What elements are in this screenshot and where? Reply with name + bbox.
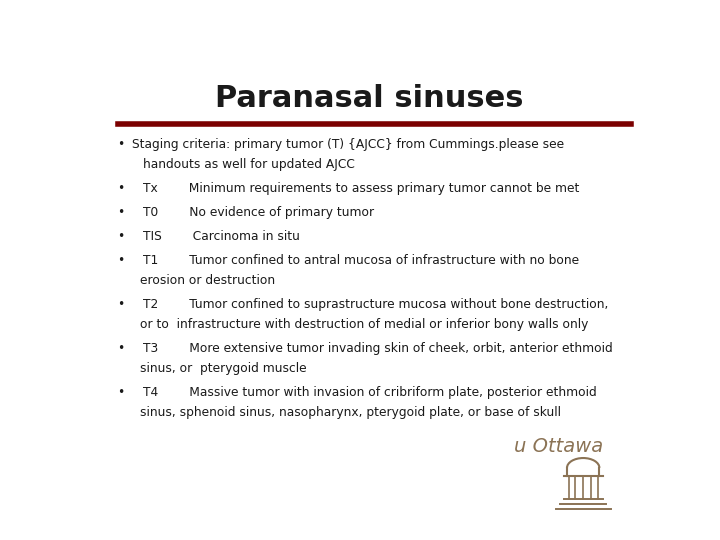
Text: Tx        Minimum requirements to assess primary tumor cannot be met: Tx Minimum requirements to assess primar…	[143, 181, 580, 194]
Text: sinus, or  pterygoid muscle: sinus, or pterygoid muscle	[140, 362, 307, 375]
Text: •: •	[117, 386, 125, 399]
Text: •: •	[117, 138, 125, 151]
Text: T3        More extensive tumor invading skin of cheek, orbit, anterior ethmoid: T3 More extensive tumor invading skin of…	[143, 342, 613, 355]
Text: T0        No evidence of primary tumor: T0 No evidence of primary tumor	[143, 206, 374, 219]
Text: handouts as well for updated AJCC: handouts as well for updated AJCC	[143, 158, 355, 171]
Text: •: •	[117, 254, 125, 267]
Text: TIS        Carcinoma in situ: TIS Carcinoma in situ	[143, 230, 300, 243]
Text: sinus, sphenoid sinus, nasopharynx, pterygoid plate, or base of skull: sinus, sphenoid sinus, nasopharynx, pter…	[140, 406, 561, 419]
Text: Paranasal sinuses: Paranasal sinuses	[215, 84, 523, 112]
Text: erosion or destruction: erosion or destruction	[140, 274, 275, 287]
Text: or to  infrastructure with destruction of medial or inferior bony walls only: or to infrastructure with destruction of…	[140, 318, 588, 331]
Text: •: •	[117, 342, 125, 355]
Text: •: •	[117, 181, 125, 194]
Text: T4        Massive tumor with invasion of cribriform plate, posterior ethmoid: T4 Massive tumor with invasion of cribri…	[143, 386, 597, 399]
Text: •: •	[117, 298, 125, 311]
Text: Staging criteria: primary tumor (T) {AJCC} from Cummings.please see: Staging criteria: primary tumor (T) {AJC…	[132, 138, 564, 151]
Text: T2        Tumor confined to suprastructure mucosa without bone destruction,: T2 Tumor confined to suprastructure muco…	[143, 298, 608, 311]
Text: •: •	[117, 230, 125, 243]
Text: u Ottawa: u Ottawa	[514, 437, 603, 456]
Text: T1        Tumor confined to antral mucosa of infrastructure with no bone: T1 Tumor confined to antral mucosa of in…	[143, 254, 579, 267]
Text: •: •	[117, 206, 125, 219]
